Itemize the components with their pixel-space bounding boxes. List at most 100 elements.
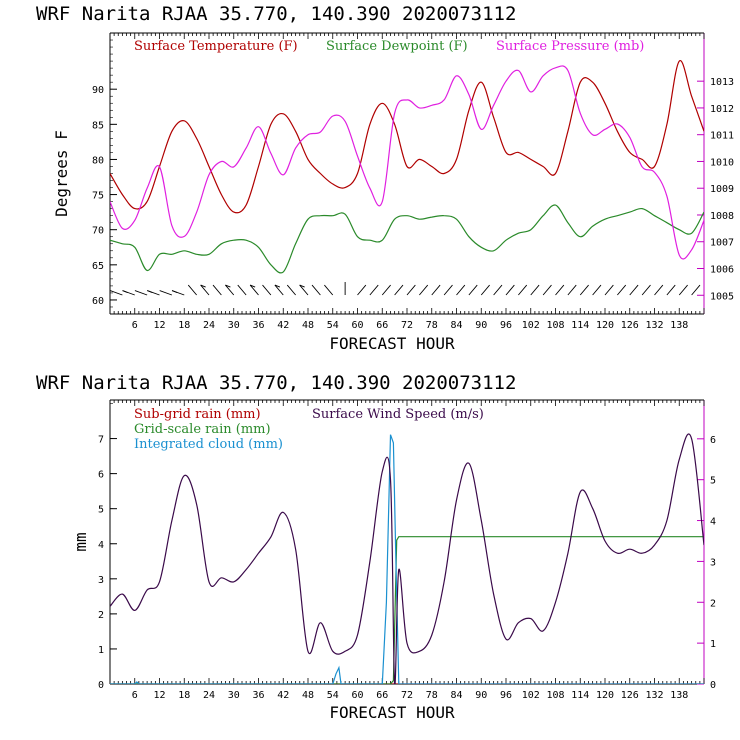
- y-axis-label: mm: [71, 532, 90, 551]
- y-tick-label: 7: [98, 435, 104, 446]
- wind-barb: [324, 284, 334, 296]
- y-axis-label: Degrees F: [52, 130, 71, 217]
- x-tick-label: 132: [645, 320, 663, 331]
- wind-barb: [369, 284, 379, 296]
- x-tick-label: 84: [450, 690, 462, 701]
- y-tick-label: 60: [92, 296, 104, 307]
- legend-entry: Surface Temperature (F): [134, 39, 298, 54]
- x-tick-label: 66: [376, 690, 388, 701]
- wind-barb: [159, 290, 173, 296]
- legend-entry: Grid-scale rain (mm): [134, 422, 271, 437]
- wind-barb: [579, 284, 589, 296]
- x-tick-label: 96: [500, 690, 512, 701]
- y2-tick-label: 1005: [710, 291, 734, 302]
- chart-title: WRF Narita RJAA 35.770, 140.390 20200731…: [36, 3, 516, 25]
- wind-barb: [311, 284, 321, 296]
- x-tick-label: 120: [596, 320, 614, 331]
- wind-barb-flag: [147, 290, 153, 293]
- x-tick-label: 108: [546, 690, 564, 701]
- y2-tick-label: 1008: [710, 211, 734, 222]
- x-tick-label: 132: [645, 690, 663, 701]
- wind-barb: [134, 290, 148, 296]
- x-tick-label: 138: [670, 320, 688, 331]
- wind-barb: [518, 284, 528, 296]
- y2-tick-label: 1006: [710, 265, 734, 276]
- x-tick-label: 54: [327, 320, 339, 331]
- wind-barb: [542, 284, 552, 296]
- wind-barb: [406, 284, 416, 296]
- y2-tick-label: 1: [710, 639, 716, 650]
- wind-barb: [431, 284, 441, 296]
- wind-barb: [617, 284, 627, 296]
- y2-tick-label: 1011: [710, 131, 734, 142]
- x-tick-label: 72: [401, 320, 413, 331]
- wind-barb: [200, 284, 210, 296]
- wind-barb: [641, 284, 651, 296]
- legend-entry: Surface Wind Speed (m/s): [312, 407, 484, 422]
- y2-tick-label: 1013: [710, 77, 734, 88]
- y-tick-label: 4: [98, 540, 104, 551]
- y-tick-label: 65: [92, 261, 104, 272]
- x-tick-label: 24: [203, 690, 215, 701]
- wind-barb-flag: [225, 284, 231, 288]
- x-tick-label: 18: [178, 320, 190, 331]
- wind-barb: [419, 284, 429, 296]
- wind-barb: [274, 284, 284, 296]
- wind-barb: [678, 284, 688, 296]
- x-tick-label: 42: [277, 320, 289, 331]
- x-tick-label: 138: [670, 690, 688, 701]
- wind-barb: [394, 284, 404, 296]
- wind-barb-flag: [274, 284, 281, 288]
- wind-barb: [237, 284, 247, 296]
- series-line-integrated-cloud: [110, 434, 704, 684]
- wind-barb: [357, 284, 367, 296]
- wind-barb-flag: [171, 290, 178, 293]
- wind-barb: [493, 284, 503, 296]
- y-tick-label: 1: [98, 645, 104, 656]
- y2-tick-label: 0: [710, 680, 716, 691]
- wind-barb: [654, 284, 664, 296]
- x-tick-label: 42: [277, 690, 289, 701]
- x-tick-label: 30: [228, 690, 240, 701]
- x-tick-label: 12: [153, 320, 165, 331]
- y2-tick-label: 5: [710, 476, 716, 487]
- x-tick-label: 6: [132, 690, 138, 701]
- legend-entry: Sub-grid rain (mm): [134, 407, 261, 422]
- x-tick-label: 60: [351, 690, 363, 701]
- x-tick-label: 66: [376, 320, 388, 331]
- wind-barb: [262, 284, 272, 296]
- wind-barb-flag: [122, 290, 128, 293]
- x-tick-label: 12: [153, 690, 165, 701]
- x-tick-label: 72: [401, 690, 413, 701]
- x-tick-label: 60: [351, 320, 363, 331]
- y-tick-label: 70: [92, 226, 104, 237]
- x-tick-label: 54: [327, 690, 339, 701]
- x-tick-label: 90: [475, 320, 487, 331]
- y-tick-label: 80: [92, 155, 104, 166]
- x-tick-label: 48: [302, 320, 314, 331]
- y-tick-label: 0: [98, 680, 104, 691]
- wind-barb: [666, 284, 676, 296]
- x-tick-label: 114: [571, 690, 589, 701]
- x-tick-label: 84: [450, 320, 462, 331]
- y2-tick-label: 6: [710, 435, 716, 446]
- x-tick-label: 108: [546, 320, 564, 331]
- x-axis-label: FORECAST HOUR: [329, 703, 455, 722]
- y2-tick-label: 1007: [710, 238, 734, 249]
- wind-barb: [480, 284, 490, 296]
- x-tick-label: 30: [228, 320, 240, 331]
- wind-barb: [381, 284, 391, 296]
- y-tick-label: 3: [98, 575, 104, 586]
- wind-barb: [567, 284, 577, 296]
- y2-tick-label: 3: [710, 557, 716, 568]
- x-tick-label: 90: [475, 690, 487, 701]
- wind-barb: [505, 284, 515, 296]
- x-tick-label: 126: [621, 320, 639, 331]
- y2-tick-label: 2: [710, 598, 716, 609]
- y2-tick-label: 1012: [710, 104, 734, 115]
- wind-barb: [530, 284, 540, 296]
- legend-entry: Integrated cloud (mm): [134, 437, 283, 452]
- x-tick-label: 120: [596, 690, 614, 701]
- wind-barb: [187, 284, 197, 296]
